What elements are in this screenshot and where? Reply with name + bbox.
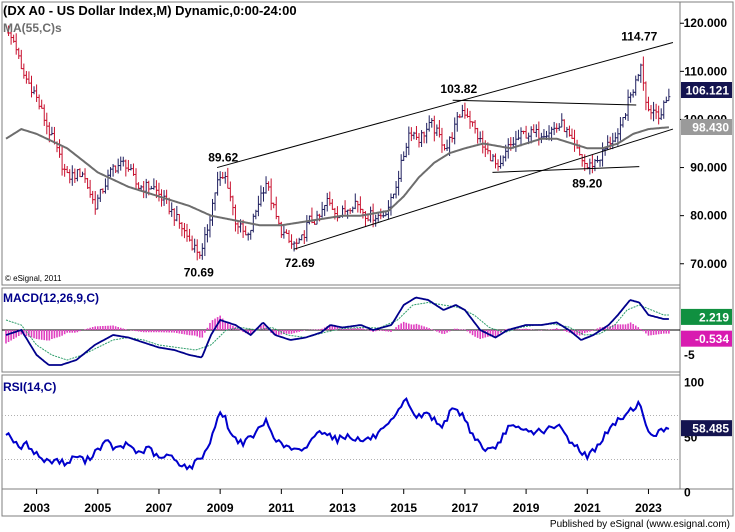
annotation-114.77: 114.77 — [621, 29, 657, 43]
ma-label: MA(55,C)s — [3, 21, 62, 35]
badges-layer: 106.121 98.430 2.219 -0.534 58.485 — [681, 82, 732, 437]
candles-layer — [7, 25, 671, 261]
copyright: © eSignal, 2011 — [5, 274, 62, 283]
rsi-line — [5, 396, 670, 471]
x-tick-label: 2019 — [513, 501, 540, 515]
macd-badge-2-bg — [681, 330, 732, 347]
x-tick-label: 2003 — [23, 501, 50, 515]
macd-badge-2: -0.534 — [695, 332, 729, 346]
rsi-label: RSI(14,C) — [3, 380, 56, 394]
x-tick-label: 2023 — [635, 501, 662, 515]
rsi-layer — [2, 396, 680, 471]
macd-label: MACD(12,26,9,C) — [3, 291, 99, 305]
footer-credit: Published by eSignal (www.esignal.com) — [550, 519, 730, 530]
x-tick-label: 2021 — [574, 501, 601, 515]
ma-layer — [5, 126, 670, 227]
annotations-layer: 114.77 103.82 89.62 89.20 72.69 70.69 — [184, 29, 658, 279]
macd-badge-1-bg — [681, 308, 732, 325]
price-badge-1: 106.121 — [686, 84, 730, 98]
annotation-103.82: 103.82 — [440, 82, 477, 96]
price-badge-2: 98.430 — [692, 121, 729, 135]
trendline-3 — [452, 99, 637, 106]
x-tick-label: 2013 — [329, 501, 356, 515]
price-y-label: 110.000 — [684, 64, 727, 78]
x-tick-label: 2009 — [207, 501, 234, 515]
x-tick-label: 2017 — [452, 501, 479, 515]
macd-badge-1: 2.219 — [699, 310, 729, 324]
trendline-2 — [293, 128, 674, 250]
rsi-y-label: 100 — [684, 376, 704, 390]
macd-y-label: -5 — [684, 348, 695, 362]
annotation-89.62: 89.62 — [208, 150, 238, 164]
price-y-label: 70.000 — [690, 257, 727, 271]
rsi-y-label: 0 — [684, 486, 691, 500]
trendline-1 — [216, 42, 674, 169]
price-y-label: 80.000 — [690, 209, 727, 223]
trendlines-layer — [216, 42, 674, 250]
price-y-label: 120.000 — [684, 16, 728, 30]
rsi-panel[interactable] — [1, 374, 681, 490]
price-y-label: 90.000 — [690, 161, 727, 175]
macd-layer — [2, 296, 680, 366]
trendline-4 — [492, 166, 640, 173]
annotation-89.20: 89.20 — [572, 176, 602, 190]
price-badge-2-bg — [681, 119, 732, 136]
macd-signal-line — [5, 301, 669, 361]
x-tick-label: 2011 — [268, 501, 294, 515]
ma-55-line — [5, 126, 670, 227]
rsi-badge-1: 58.485 — [692, 422, 729, 436]
price-panel[interactable] — [1, 1, 681, 286]
x-tick-label: 2005 — [84, 501, 111, 515]
price-badge-1-bg — [681, 82, 732, 99]
annotation-72.69: 72.69 — [285, 256, 315, 270]
annotation-70.69: 70.69 — [184, 265, 214, 279]
time-axis-panel — [1, 488, 734, 517]
rsi-badge-1-bg — [681, 420, 732, 437]
x-tick-label: 2015 — [390, 501, 417, 515]
macd-line — [5, 296, 669, 366]
chart-title: (DX A0 - US Dollar Index,M) Dynamic,0:00… — [3, 3, 297, 18]
x-tick-label: 2007 — [146, 501, 173, 515]
